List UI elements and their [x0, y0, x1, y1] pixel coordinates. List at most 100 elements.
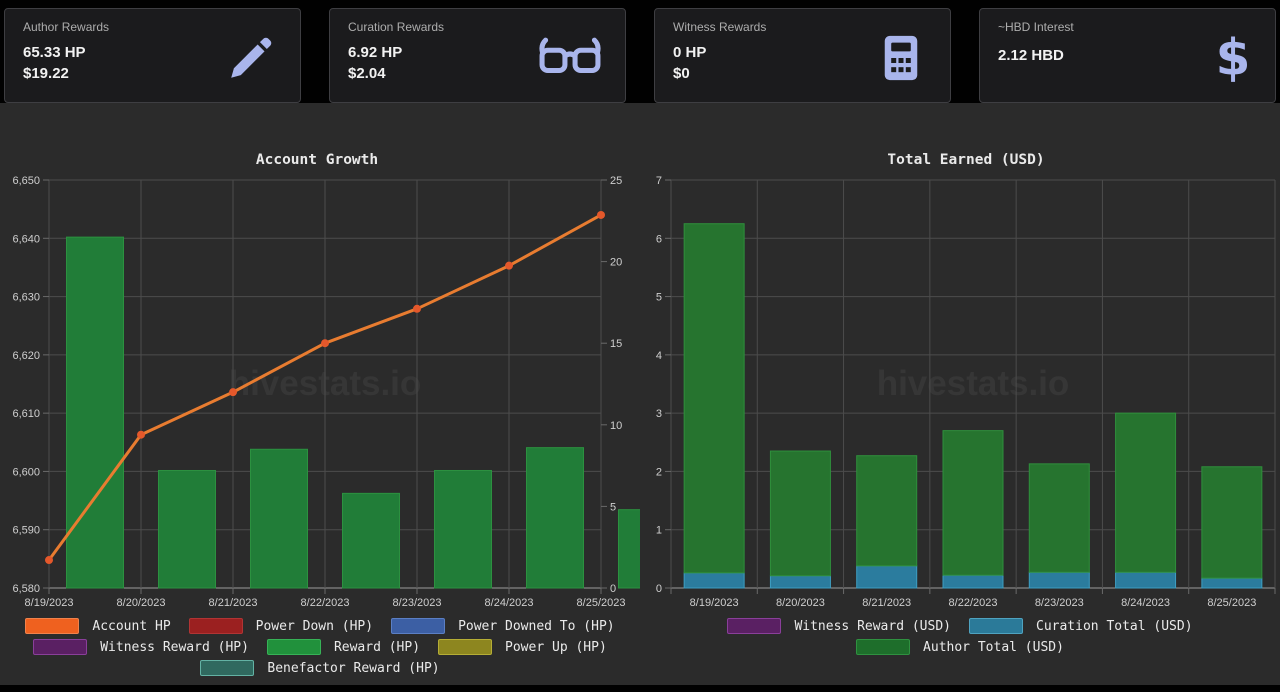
line-point[interactable]	[413, 305, 421, 313]
legend-row: Account HP Power Down (HP) Power Downed To…	[0, 616, 640, 636]
hivestats-dashboard: Author Rewards65.33 HP$19.22 Curation Rew…	[0, 0, 1280, 692]
charts-section: Account Growthhivestats.io6,5806,5906,60…	[0, 103, 1280, 685]
legend-swatch	[727, 618, 781, 634]
curation-bar[interactable]	[684, 573, 744, 588]
legend-item-benefactor-reward-hp[interactable]: Benefactor Reward (HP)	[200, 660, 439, 676]
legend-item-witness-reward-usd[interactable]: Witness Reward (USD)	[727, 618, 951, 634]
stat-card-curation-rewards: Curation Rewards6.92 HP$2.04	[329, 8, 626, 103]
stat-card-author-rewards: Author Rewards65.33 HP$19.22	[4, 8, 301, 103]
legend-swatch	[189, 618, 243, 634]
legend-swatch	[438, 639, 492, 655]
x-tick-label: 8/24/2023	[485, 597, 534, 609]
legend-item-curation-total-usd[interactable]: Curation Total (USD)	[969, 618, 1193, 634]
stat-card-witness-rewards: Witness Rewards0 HP$0	[654, 8, 951, 103]
legend-row: Witness Reward (HP) Reward (HP) Power Up (…	[0, 637, 640, 657]
legend-item-label: Power Downed To (HP)	[458, 619, 615, 634]
calculator-icon	[876, 33, 926, 83]
author-bar[interactable]	[684, 224, 744, 573]
reward-bar[interactable]	[619, 510, 641, 588]
legend-item-label: Author Total (USD)	[923, 640, 1064, 655]
y-tick-label: 6	[656, 233, 662, 245]
x-tick-label: 8/20/2023	[117, 597, 166, 609]
reward-bar[interactable]	[251, 449, 308, 588]
legend-item-power-up-hp[interactable]: Power Up (HP)	[438, 639, 607, 655]
line-point[interactable]	[45, 556, 53, 564]
x-tick-label: 8/19/2023	[25, 597, 74, 609]
line-point[interactable]	[597, 211, 605, 219]
legend-item-label: Curation Total (USD)	[1036, 619, 1193, 634]
author-bar[interactable]	[1202, 467, 1262, 578]
author-bar[interactable]	[1029, 464, 1089, 572]
x-tick-label: 8/21/2023	[209, 597, 258, 609]
author-bar[interactable]	[1116, 413, 1176, 572]
account-growth-legend: Account HP Power Down (HP) Power Downed To…	[0, 616, 640, 678]
curation-bar[interactable]	[1202, 578, 1262, 588]
line-point[interactable]	[137, 431, 145, 439]
y-tick-label: 20	[610, 257, 622, 269]
reward-bar[interactable]	[159, 470, 216, 588]
x-tick-label: 8/21/2023	[862, 597, 911, 609]
y-tick-label: 15	[610, 338, 622, 350]
chart-title: Total Earned (USD)	[887, 152, 1044, 168]
y-tick-label: 4	[656, 350, 662, 362]
legend-item-label: Witness Reward (USD)	[794, 619, 951, 634]
legend-item-account-hp[interactable]: Account HP	[25, 618, 170, 634]
line-point[interactable]	[321, 339, 329, 347]
curation-bar[interactable]	[857, 566, 917, 588]
x-tick-label: 8/19/2023	[690, 597, 739, 609]
y-tick-label: 6,580	[12, 583, 40, 595]
y-tick-label: 6,620	[12, 350, 40, 362]
curation-bar[interactable]	[1029, 572, 1089, 588]
reward-bar[interactable]	[67, 237, 124, 588]
legend-swatch	[25, 618, 79, 634]
legend-item-label: Power Up (HP)	[505, 640, 607, 655]
curation-bar[interactable]	[1116, 572, 1176, 588]
pencil-icon	[226, 33, 276, 83]
dollar-icon: $	[1215, 29, 1251, 87]
legend-item-label: Witness Reward (HP)	[100, 640, 249, 655]
y-tick-label: 6,630	[12, 292, 40, 304]
y-tick-label: 6,590	[12, 525, 40, 537]
author-bar[interactable]	[943, 431, 1003, 576]
legend-row: Benefactor Reward (HP)	[0, 658, 640, 678]
y-tick-label: 5	[610, 501, 616, 513]
y-tick-label: 5	[656, 292, 662, 304]
x-axis-labels: 8/19/20238/20/20238/21/20238/22/20238/23…	[690, 597, 1257, 609]
legend-item-author-total-usd[interactable]: Author Total (USD)	[856, 639, 1064, 655]
legend-item-label: Power Down (HP)	[256, 619, 373, 634]
y-tick-label: 3	[656, 408, 662, 420]
legend-swatch	[391, 618, 445, 634]
x-tick-label: 8/22/2023	[301, 597, 350, 609]
x-tick-label: 8/25/2023	[577, 597, 626, 609]
curation-bar[interactable]	[770, 576, 830, 588]
y-tick-label: 6,610	[12, 408, 40, 420]
legend-item-power-down-hp[interactable]: Power Down (HP)	[189, 618, 373, 634]
y-tick-label: 6,650	[12, 175, 40, 187]
x-tick-label: 8/23/2023	[393, 597, 442, 609]
y-axis-labels: 01234567	[656, 175, 662, 595]
reward-bar[interactable]	[527, 448, 584, 588]
legend-swatch	[33, 639, 87, 655]
total-earned-legend: Witness Reward (USD) Curation Total (USD)…	[640, 616, 1280, 657]
x-axis-labels: 8/19/2023 8/20/2023 8/21/2023 8/22/2023 8/23…	[25, 597, 626, 609]
legend-item-witness-reward-hp[interactable]: Witness Reward (HP)	[33, 639, 249, 655]
reward-bars	[67, 237, 641, 588]
legend-item-label: Account HP	[92, 619, 170, 634]
legend-item-label: Reward (HP)	[334, 640, 420, 655]
reward-bar[interactable]	[343, 493, 400, 588]
stat-card-title: Curation Rewards	[348, 20, 607, 34]
y-tick-label: 6,640	[12, 233, 40, 245]
stats-cards-row: Author Rewards65.33 HP$19.22 Curation Rew…	[0, 0, 1280, 103]
author-bar[interactable]	[770, 451, 830, 576]
legend-item-reward-hp[interactable]: Reward (HP)	[267, 639, 420, 655]
curation-bar[interactable]	[943, 575, 1003, 588]
x-tick-label: 8/20/2023	[776, 597, 825, 609]
line-point[interactable]	[229, 388, 237, 396]
chart-title: Account Growth	[256, 152, 378, 168]
author-bar[interactable]	[857, 456, 917, 566]
reward-bar[interactable]	[435, 470, 492, 588]
x-tick-label: 8/25/2023	[1207, 597, 1256, 609]
line-point[interactable]	[505, 262, 513, 270]
x-tick-label: 8/24/2023	[1121, 597, 1170, 609]
legend-item-power-downed-to-hp[interactable]: Power Downed To (HP)	[391, 618, 615, 634]
